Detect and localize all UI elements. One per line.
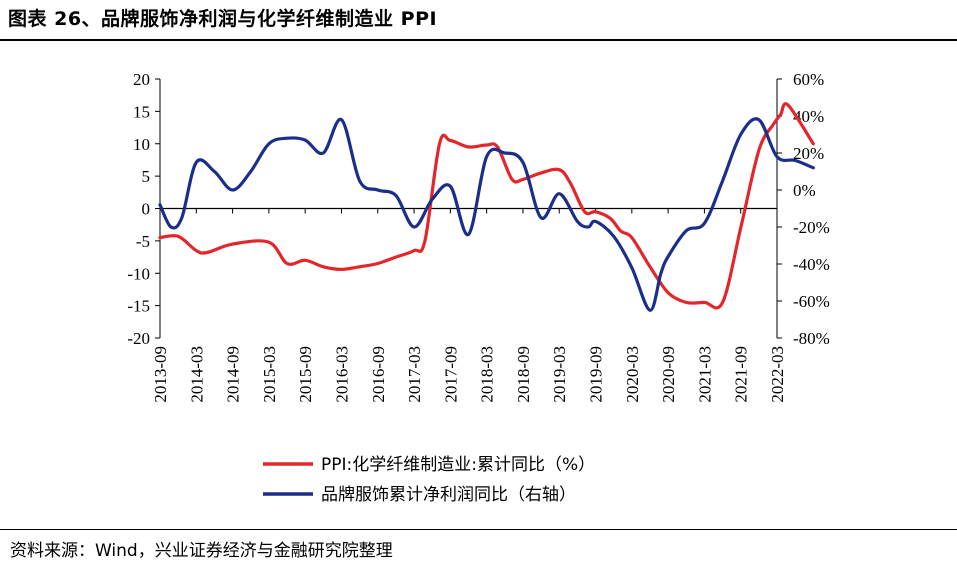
left-axis-tick-label: 5 bbox=[142, 167, 151, 186]
chart: 20151050-5-10-15-2060%40%20%0%-20%-40%-6… bbox=[127, 70, 830, 505]
right-axis-tick-label: 0% bbox=[793, 181, 816, 200]
x-axis-tick-label: 2014-03 bbox=[187, 346, 206, 403]
x-axis-tick-label: 2016-09 bbox=[369, 346, 388, 403]
series-line-brand-profit bbox=[158, 117, 815, 312]
title-divider bbox=[0, 39, 957, 41]
right-axis-tick-label: -60% bbox=[793, 292, 830, 311]
axes-layer: 20151050-5-10-15-2060%40%20%0%-20%-40%-6… bbox=[127, 70, 830, 348]
footer-divider bbox=[0, 529, 957, 530]
series-layer bbox=[158, 102, 815, 312]
x-tick-layer: 2013-09 2014-03 2014-09 2015-03 2015-09 2016-… bbox=[151, 346, 787, 403]
left-axis-tick-label: 20 bbox=[133, 70, 150, 89]
source-note: 资料来源：Wind，兴业证券经济与金融研究院整理 bbox=[10, 541, 393, 561]
x-axis-tick-label: 2014-09 bbox=[224, 346, 243, 403]
legend-label-ppi: PPI:化学纤维制造业:累计同比（%） bbox=[321, 455, 595, 475]
series-line-ppi bbox=[158, 102, 815, 310]
right-axis-tick-label: -40% bbox=[793, 255, 830, 274]
left-axis-tick-label: -5 bbox=[136, 232, 150, 251]
left-axis-tick-label: 10 bbox=[133, 135, 150, 154]
x-axis-tick-label: 2022-03 bbox=[768, 346, 787, 403]
x-axis-tick-label: 2021-03 bbox=[695, 346, 714, 403]
left-axis-tick-label: 15 bbox=[133, 102, 150, 121]
x-axis-tick-label: 2019-03 bbox=[550, 346, 569, 403]
x-axis-tick-label: 2020-03 bbox=[623, 346, 642, 403]
left-axis-tick-label: -20 bbox=[127, 329, 150, 348]
x-axis-tick-label: 2017-03 bbox=[405, 346, 424, 403]
legend: PPI:化学纤维制造业:累计同比（%） 品牌服饰累计净利润同比（右轴） bbox=[263, 455, 595, 505]
right-axis-tick-label: 60% bbox=[793, 70, 824, 89]
x-axis-tick-label: 2018-03 bbox=[478, 346, 497, 403]
x-axis-tick-label: 2021-09 bbox=[732, 346, 751, 403]
x-axis-tick-label: 2015-09 bbox=[296, 346, 315, 403]
chart-title: 图表 26、品牌服饰净利润与化学纤维制造业 PPI bbox=[8, 8, 438, 30]
x-axis-tick-label: 2018-09 bbox=[514, 346, 533, 403]
right-axis-tick-label: -20% bbox=[793, 218, 830, 237]
x-axis-tick-label: 2015-03 bbox=[260, 346, 279, 403]
x-axis-tick-label: 2019-09 bbox=[587, 346, 606, 403]
legend-label-profit: 品牌服饰累计净利润同比（右轴） bbox=[321, 485, 576, 505]
x-axis-tick-label: 2020-09 bbox=[659, 346, 678, 403]
x-axis-tick-label: 2013-09 bbox=[151, 346, 170, 403]
left-axis-tick-label: 0 bbox=[142, 200, 151, 219]
x-axis-tick-label: 2016-03 bbox=[332, 346, 351, 403]
left-axis-tick-label: -10 bbox=[127, 264, 150, 283]
x-axis-tick-label: 2017-09 bbox=[441, 346, 460, 403]
left-axis-tick-label: -15 bbox=[127, 297, 150, 316]
right-axis-tick-label: -80% bbox=[793, 329, 830, 348]
right-axis-tick-label: 20% bbox=[793, 144, 824, 163]
